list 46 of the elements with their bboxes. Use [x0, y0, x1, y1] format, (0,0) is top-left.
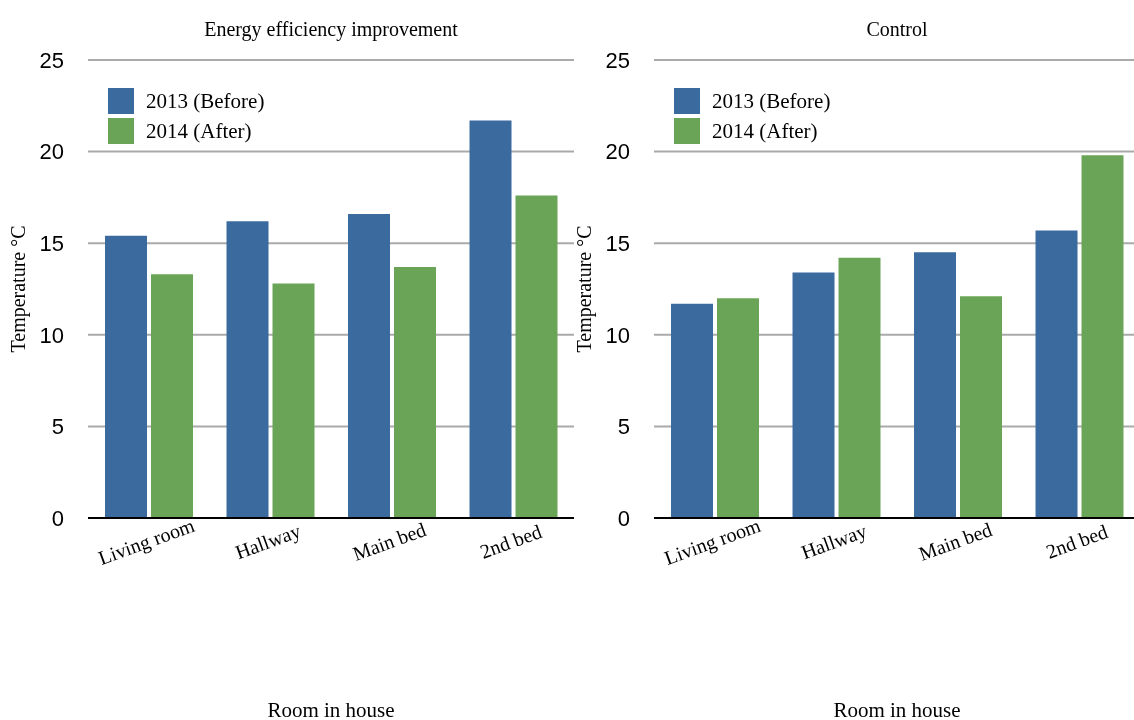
bar — [105, 235, 148, 518]
legend-label: 2013 (Before) — [146, 88, 265, 114]
x-tick-label: Main bed — [915, 518, 995, 565]
bar — [914, 252, 957, 518]
y-tick-label: 5 — [617, 414, 630, 440]
x-tick-label: Hallway — [798, 519, 870, 565]
bar — [151, 274, 194, 518]
x-axis-title: Room in house — [266, 698, 396, 720]
bar — [792, 272, 835, 518]
chart-title: Control — [865, 18, 929, 41]
legend-label: 2013 (Before) — [712, 88, 831, 114]
x-tick-label: 2nd bed — [1043, 520, 1111, 563]
y-tick-label: 10 — [39, 322, 64, 348]
x-tick-label: Main bed — [349, 518, 429, 565]
bar — [272, 283, 315, 518]
bar — [717, 298, 760, 518]
bar — [394, 267, 437, 518]
legend-label: 2014 (After) — [712, 118, 818, 144]
y-tick-label: 0 — [51, 505, 64, 531]
bar — [1035, 230, 1078, 518]
bar — [671, 303, 714, 518]
x-tick-label: Hallway — [232, 519, 304, 565]
y-axis-title: Temperature °C — [7, 225, 31, 353]
y-axis-title: Temperature °C — [573, 225, 597, 353]
bar — [515, 195, 558, 518]
legend-label: 2014 (After) — [146, 118, 252, 144]
y-tick-label: 15 — [39, 231, 64, 257]
x-tick-label: Living room — [661, 513, 765, 570]
y-tick-label: 15 — [605, 231, 630, 257]
y-tick-label: 0 — [617, 505, 630, 531]
bar — [226, 221, 269, 518]
x-axis-title: Room in house — [832, 698, 962, 720]
bar — [469, 120, 512, 518]
x-tick-label: Living room — [95, 513, 199, 570]
chart-title: Energy efficiency improvement — [203, 18, 459, 41]
bar — [960, 296, 1003, 518]
bar — [348, 213, 391, 518]
y-tick-label: 20 — [39, 139, 64, 165]
y-tick-label: 5 — [51, 414, 64, 440]
y-tick-label: 25 — [605, 47, 630, 73]
y-tick-label: 25 — [39, 47, 64, 73]
y-tick-label: 10 — [605, 322, 630, 348]
bar — [838, 257, 881, 518]
bar — [1081, 155, 1124, 518]
y-tick-label: 20 — [605, 139, 630, 165]
x-tick-label: 2nd bed — [477, 520, 545, 563]
